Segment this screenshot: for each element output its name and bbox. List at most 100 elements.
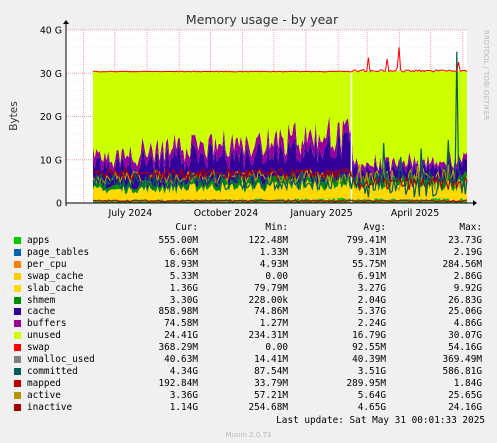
- legend-avg-value: 40.39M: [352, 354, 386, 365]
- legend-name: inactive: [27, 401, 73, 413]
- legend-name: per_cpu: [27, 258, 67, 270]
- legend-swatch: [14, 332, 21, 340]
- legend-min-value: 254.68M: [248, 401, 288, 413]
- x-tick-label: April 2025: [391, 208, 439, 218]
- legend-avg-value: 3.51G: [357, 365, 386, 377]
- legend-row-per_cpu: per_cpu 18.93M 4.93M 55.75M 284.56M: [0, 259, 497, 271]
- legend-min-value: 87.54M: [254, 365, 288, 377]
- legend-name: apps: [27, 235, 50, 246]
- legend-cur-value: 858.98M: [158, 306, 198, 318]
- legend-avg-value: 5.37G: [357, 306, 386, 318]
- munin-version: Munin 2.0.73: [225, 431, 272, 439]
- legend-max-value: 586.81G: [442, 365, 482, 377]
- col-avg-header: Avg:: [363, 222, 386, 233]
- legend-max-value: 30.07G: [448, 330, 482, 342]
- legend-max-value: 9.92G: [453, 282, 482, 294]
- legend-min-value: 1.33M: [259, 246, 288, 258]
- legend-row-swap_cache: swap_cache 5.33M 0.00 6.91M 2.86G: [0, 271, 497, 283]
- legend-row-mapped: mapped 192.84M 33.79M 289.95M 1.84G: [0, 378, 497, 390]
- legend-row-vmalloc_used: vmalloc_used 40.63M 14.41M 40.39M 369.49M: [0, 354, 497, 366]
- axes: [63, 20, 477, 206]
- legend-name: buffers: [27, 318, 67, 330]
- legend-name: vmalloc_used: [27, 354, 95, 365]
- legend-swatch: [14, 308, 21, 316]
- x-tick-label: July 2024: [108, 208, 153, 218]
- legend-swatch: [14, 367, 21, 375]
- legend-avg-value: 4.65G: [357, 401, 386, 413]
- legend-cur-value: 192.84M: [158, 377, 198, 389]
- legend-min-value: 74.86M: [254, 306, 288, 318]
- col-max-header: Max:: [459, 222, 482, 233]
- legend-max-value: 4.86G: [453, 318, 482, 330]
- legend-avg-value: 55.75M: [352, 258, 386, 270]
- x-axis-arrow: [473, 200, 477, 206]
- legend-swatch: [14, 296, 21, 304]
- legend-row-unused: unused 24.41G 234.31M 16.79G 30.07G: [0, 330, 497, 342]
- y-axis-label: Bytes: [8, 101, 20, 130]
- x-tick-labels: July 2024 October 2024 January 2025 April 2…: [108, 208, 440, 218]
- legend-swatch: [14, 356, 21, 363]
- legend-avg-value: 16.79G: [352, 330, 386, 342]
- y-tick-labels: 0 10 G 20 G 30 G 40 G: [40, 26, 62, 210]
- legend-avg-value: 2.24G: [357, 318, 386, 330]
- legend-name: page_tables: [27, 246, 90, 258]
- legend-swatch: [14, 272, 21, 280]
- legend-min-value: 14.41M: [254, 354, 288, 365]
- area-slab_cache: [93, 176, 467, 202]
- legend-row-active: active 3.36G 57.21M 5.64G 25.65G: [0, 390, 497, 402]
- legend-name: active: [27, 389, 61, 401]
- legend-cur-value: 1.36G: [169, 282, 198, 294]
- legend-cur-value: 368.29M: [158, 342, 198, 354]
- legend-avg-value: 3.27G: [357, 282, 386, 294]
- area-buffers: [93, 116, 467, 179]
- legend-min-value: 33.79M: [254, 377, 288, 389]
- y-axis-arrow: [63, 20, 69, 24]
- legend-min-value: 1.27M: [259, 318, 288, 330]
- legend-name: swap_cache: [27, 270, 84, 282]
- x-tick-label: January 2025: [289, 208, 352, 218]
- legend-cur-value: 5.33M: [169, 270, 198, 282]
- legend-row-swap: swap 368.29M 0.00 92.55M 54.16G: [0, 342, 497, 354]
- legend-min-value: 234.31M: [248, 330, 288, 342]
- legend-row-buffers: buffers 74.58M 1.27M 2.24G 4.86G: [0, 318, 497, 330]
- legend-swatch: [14, 320, 21, 328]
- legend-name: shmem: [27, 294, 56, 306]
- legend-avg-value: 9.31M: [357, 246, 386, 258]
- legend-swatch: [14, 248, 21, 256]
- legend-max-value: 284.56M: [442, 258, 482, 270]
- legend-avg-value: 5.64G: [357, 389, 386, 401]
- y-tick-label: 40 G: [40, 26, 62, 37]
- legend-name: committed: [27, 365, 78, 377]
- legend-cur-value: 74.58M: [164, 318, 198, 330]
- legend-cur-value: 40.63M: [164, 354, 198, 365]
- legend-max-value: 25.06G: [448, 306, 482, 318]
- legend-row-slab_cache: slab_cache 1.36G 79.79M 3.27G 9.92G: [0, 283, 497, 295]
- legend-swatch: [14, 237, 21, 244]
- legend-avg-value: 92.55M: [352, 342, 386, 354]
- legend-max-value: 1.84G: [453, 377, 482, 389]
- legend-swatch: [14, 391, 21, 399]
- legend-max-value: 24.16G: [448, 401, 482, 413]
- line-mapped: [92, 199, 468, 203]
- legend-max-value: 54.16G: [448, 342, 482, 354]
- legend-name: unused: [27, 330, 61, 342]
- legend-max-value: 25.65G: [448, 389, 482, 401]
- legend-row-page_tables: page_tables 6.66M 1.33M 9.31M 2.19G: [0, 247, 497, 259]
- legend-header: Cur: Min: Avg: Max:: [0, 222, 497, 234]
- x-tick-label: October 2024: [194, 208, 258, 218]
- memory-chart: Memory usage - by year Bytes RRDTOOL / T…: [8, 12, 490, 218]
- last-update: Last update: Sat May 31 00:01:33 2025: [276, 415, 485, 426]
- legend-swatch: [14, 403, 21, 411]
- legend-cur-value: 18.93M: [164, 258, 198, 270]
- legend-avg-value: 6.91M: [357, 270, 386, 282]
- col-min-header: Min:: [265, 222, 288, 233]
- legend-swatch: [14, 260, 21, 268]
- legend-min-value: 79.79M: [254, 282, 288, 294]
- legend-row-cache: cache 858.98M 74.86M 5.37G 25.06G: [0, 306, 497, 318]
- legend-name: cache: [27, 306, 56, 318]
- legend-row-apps: apps 555.00M 122.48M 799.41M 23.73G: [0, 235, 497, 247]
- legend-min-value: 122.48M: [248, 235, 288, 246]
- legend-max-value: 2.86G: [453, 270, 482, 282]
- legend-swatch: [14, 379, 21, 387]
- legend-cur-value: 555.00M: [158, 235, 198, 246]
